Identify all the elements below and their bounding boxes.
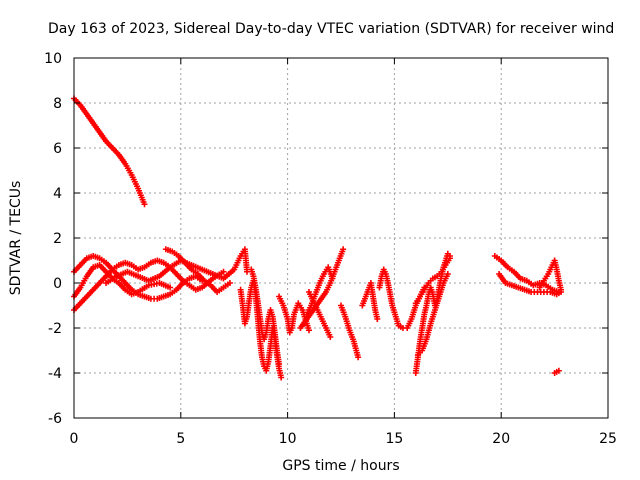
data-point [220,268,227,275]
data-series [338,302,362,361]
data-series [414,271,451,358]
data-point [374,316,381,322]
y-tick-label: 0 [53,276,62,292]
y-tick-label: 8 [53,96,62,112]
data-point [558,286,565,293]
data-series [248,266,283,367]
data-point [305,327,312,334]
data-point [276,361,283,367]
data-point [327,334,334,340]
data-layer [71,95,565,381]
x-tick-label: 25 [599,431,617,447]
ticks-layer: 0 5 10 15 20 25 -6 -4 -2 0 2 4 6 8 10 [44,51,617,447]
data-series [276,293,312,336]
y-tick-label: -6 [48,411,62,427]
x-axis-label: GPS time / hours [282,458,399,474]
x-tick-label: 10 [279,431,297,447]
x-tick-label: 15 [385,431,403,447]
data-point [444,271,451,277]
y-tick-label: 2 [53,231,62,247]
data-point [446,255,453,262]
data-series [496,271,565,298]
data-point [340,246,347,253]
data-point [278,374,285,381]
chart-title: Day 163 of 2023, Sidereal Day-to-day VTE… [48,21,614,37]
grid-layer [74,58,608,418]
data-series [376,266,428,331]
data-point [355,354,362,361]
data-series [359,280,381,322]
y-tick-label: 10 [44,51,62,67]
data-point [141,201,148,208]
y-tick-label: -2 [48,321,62,337]
data-series [71,257,227,313]
y-tick-label: 4 [53,186,62,202]
y-tick-label: -4 [48,366,62,382]
data-point [555,367,562,374]
data-series [412,255,453,307]
data-series [303,264,336,318]
data-series [162,246,233,295]
data-series [305,289,334,340]
x-tick-label: 20 [492,431,510,447]
y-axis-label: SDTVAR / TECUs [8,181,24,296]
data-point [167,284,174,291]
y-tick-label: 6 [53,141,62,157]
x-tick-label: 0 [70,431,79,447]
x-tick-label: 5 [176,431,185,447]
data-point [329,275,336,282]
data-point [226,280,233,286]
data-series [551,367,562,376]
data-series [71,95,148,208]
data-series [536,257,565,293]
